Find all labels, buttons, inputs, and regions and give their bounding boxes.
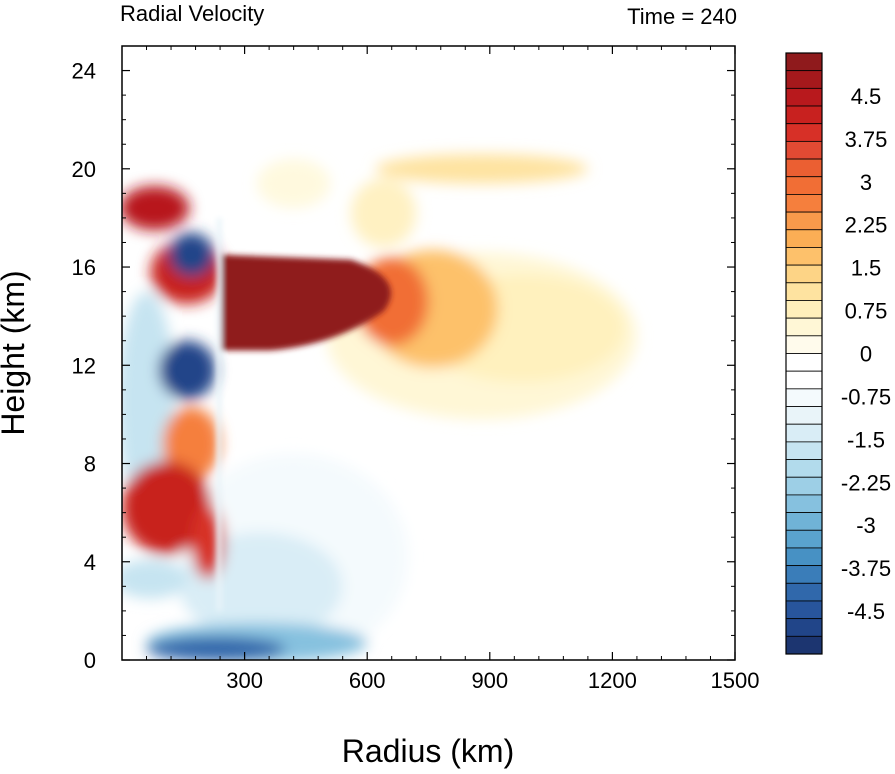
axis-ticks bbox=[122, 46, 736, 661]
y-tick-label: 8 bbox=[84, 452, 96, 477]
x-tick-label: 300 bbox=[226, 668, 263, 693]
colorbar-box bbox=[785, 282, 823, 301]
y-axis-label: Height (km) bbox=[0, 270, 31, 435]
y-tick-labels: 0 4 8 12 16 20 24 bbox=[72, 59, 96, 673]
y-tick-label: 16 bbox=[72, 255, 96, 280]
upper-band-weak bbox=[256, 158, 331, 209]
colorbar-box bbox=[785, 105, 823, 125]
colorbar-box bbox=[785, 582, 823, 602]
velocity-field bbox=[122, 154, 637, 660]
upper-outflow-layer bbox=[375, 154, 588, 184]
x-tick-label: 1500 bbox=[711, 668, 760, 693]
inner-outflow-19km bbox=[122, 185, 190, 231]
colorbar-tick-label: 2.25 bbox=[845, 213, 888, 238]
colorbar-box bbox=[785, 512, 823, 531]
x-tick-label: 1200 bbox=[588, 668, 637, 693]
colorbar-box bbox=[785, 87, 823, 107]
colorbar-tick-label: 1.5 bbox=[851, 256, 882, 281]
colorbar-box bbox=[785, 176, 823, 195]
y-tick-label: 24 bbox=[72, 59, 96, 84]
colorbar-tick-label: -3 bbox=[856, 513, 876, 538]
rising-outflow-band bbox=[350, 178, 417, 248]
colorbar-tick-label: 3.75 bbox=[845, 127, 888, 152]
plot-area bbox=[121, 45, 736, 661]
colorbar-tick-label: 0.75 bbox=[845, 299, 888, 324]
colorbar-box bbox=[785, 423, 823, 443]
colorbar-box bbox=[785, 264, 823, 284]
colorbar-box bbox=[785, 158, 823, 178]
colorbar-box bbox=[785, 370, 823, 390]
colorbar-box bbox=[785, 618, 823, 637]
colorbar-box bbox=[785, 70, 823, 89]
colorbar-box bbox=[785, 476, 823, 496]
colorbar-box bbox=[785, 529, 823, 549]
colorbar-box bbox=[785, 123, 823, 142]
colorbar-box bbox=[785, 140, 823, 160]
y-tick-label: 12 bbox=[72, 353, 96, 378]
colorbar-tick-label: -0.75 bbox=[841, 384, 891, 409]
colorbar-box bbox=[785, 406, 823, 425]
chart-title-right: Time = 240 bbox=[627, 4, 737, 29]
colorbar-box bbox=[785, 388, 823, 407]
colorbar-tick-label: 4.5 bbox=[851, 84, 882, 109]
low-outflow-lobe bbox=[191, 505, 225, 579]
colorbar-tick-label: -4.5 bbox=[847, 599, 885, 624]
x-tick-label: 600 bbox=[349, 668, 386, 693]
colorbar-box bbox=[785, 441, 823, 460]
colorbar-box bbox=[785, 459, 823, 478]
chart-title-left: Radial Velocity bbox=[120, 1, 264, 26]
colorbar-tick-label: -1.5 bbox=[847, 427, 885, 452]
x-tick-label: 900 bbox=[471, 668, 508, 693]
colorbar-tick-label: 3 bbox=[860, 170, 872, 195]
colorbar-box bbox=[785, 52, 823, 72]
colorbar-box bbox=[785, 565, 823, 584]
inner-inflow-4km bbox=[122, 559, 188, 599]
mid-level-inflow-core bbox=[158, 340, 216, 400]
colorbar-box bbox=[785, 317, 823, 337]
boundary-layer-inflow-core bbox=[146, 636, 286, 660]
inner-inflow-band bbox=[122, 291, 176, 513]
colorbar bbox=[785, 52, 823, 655]
field-detail bbox=[216, 217, 391, 611]
plot-frame bbox=[121, 45, 736, 661]
x-axis-label: Radius (km) bbox=[342, 733, 514, 769]
colorbar-tick-label: -2.25 bbox=[841, 470, 891, 495]
colorbar-box bbox=[785, 211, 823, 231]
colorbar-box bbox=[785, 194, 823, 213]
x-tick-labels: 300 600 900 1200 1500 bbox=[226, 668, 759, 693]
upper-inflow-core bbox=[168, 232, 214, 277]
y-tick-label: 20 bbox=[72, 157, 96, 182]
y-tick-label: 4 bbox=[84, 550, 96, 575]
field-smoothed bbox=[122, 154, 637, 660]
colorbar-tick-label: 0 bbox=[860, 342, 872, 367]
y-tick-label: 0 bbox=[84, 648, 96, 673]
low-outflow-band bbox=[122, 461, 212, 555]
colorbar-tick-label: -3.75 bbox=[841, 556, 891, 581]
colorbar-box bbox=[785, 300, 823, 319]
colorbar-box bbox=[785, 247, 823, 266]
eyewall-line bbox=[216, 217, 222, 611]
colorbar-box bbox=[785, 335, 823, 354]
colorbar-frame bbox=[785, 52, 823, 655]
colorbar-box bbox=[785, 547, 823, 567]
colorbar-box bbox=[785, 635, 823, 655]
outflow-jet bbox=[220, 254, 391, 351]
colorbar-labels: 4.5 3.75 3 2.25 1.5 0.75 0 -0.75 -1.5 -2.25 -3 -3.7… bbox=[841, 84, 891, 624]
colorbar-box bbox=[785, 229, 823, 248]
colorbar-box bbox=[785, 494, 823, 513]
colorbar-box bbox=[785, 353, 823, 372]
colorbar-box bbox=[785, 600, 823, 620]
